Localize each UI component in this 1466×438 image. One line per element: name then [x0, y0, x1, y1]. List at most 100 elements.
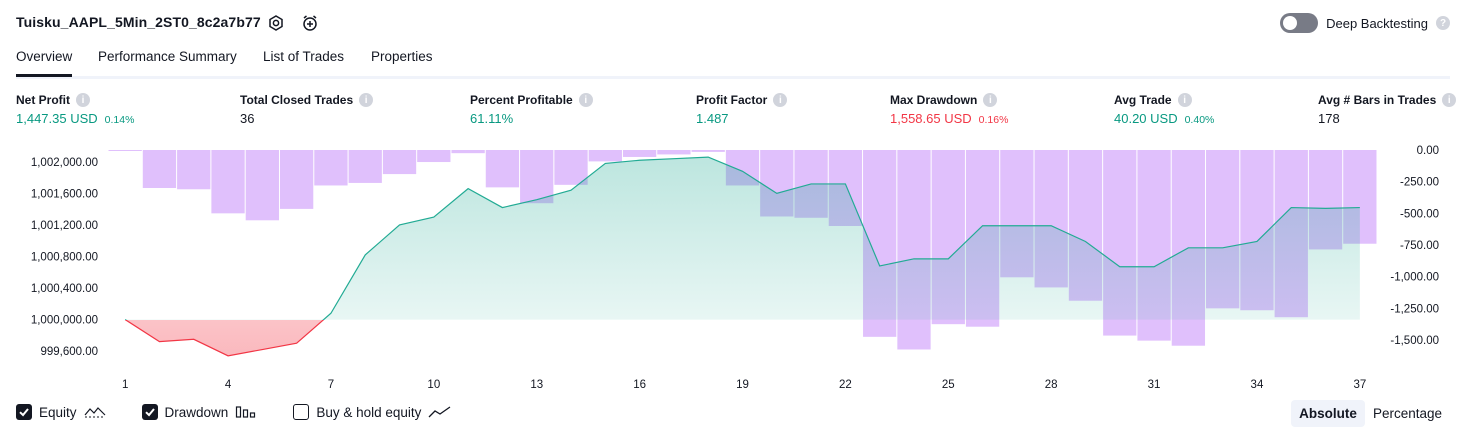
info-icon[interactable]: i	[983, 93, 998, 107]
drawdown-bar	[520, 150, 554, 204]
x-tick-label: 16	[633, 379, 646, 391]
stat-avg-trade: Avg Trade i 40.20 USD 0.40%	[1114, 93, 1214, 126]
stat-label: Avg Trade	[1114, 93, 1172, 107]
drawdown-tick-label: -500.00	[1400, 208, 1439, 220]
x-tick-label: 37	[1353, 379, 1366, 391]
drawdown-bar	[554, 150, 588, 185]
settings-gear-icon[interactable]	[266, 13, 286, 33]
stat-value-row: 178	[1318, 111, 1456, 126]
x-tick-label: 7	[328, 379, 334, 391]
stat-value-row: 36	[240, 111, 373, 126]
equity-tick-label: 1,000,800.00	[31, 251, 98, 263]
equity-tick-label: 999,600.00	[40, 346, 98, 358]
x-tick-label: 34	[1251, 379, 1264, 391]
legend-label: Equity	[39, 404, 77, 420]
stat-avg-bars-in-trades: Avg # Bars in Trades i 178	[1318, 93, 1457, 126]
deep-backtesting-toggle[interactable]	[1280, 13, 1319, 33]
stat-value: 36	[240, 111, 255, 126]
drawdown-bars-icon	[236, 406, 256, 418]
drawdown-tick-label: -250.00	[1400, 177, 1439, 189]
x-tick-label: 25	[942, 379, 955, 391]
drawdown-bar	[314, 150, 348, 186]
info-icon[interactable]: i	[1442, 93, 1457, 107]
alarm-clock-plus-icon	[303, 15, 317, 31]
drawdown-bar	[451, 150, 485, 154]
stat-label: Total Closed Trades	[240, 93, 354, 107]
legend-drawdown[interactable]: Drawdown	[141, 404, 258, 420]
drawdown-tick-label: -1,250.00	[1390, 303, 1439, 315]
stat-value: 1,558.65 USD	[890, 111, 972, 126]
equity-tick-label: 1,000,000.00	[31, 315, 98, 327]
drawdown-bar	[279, 150, 314, 209]
stat-label-row: Percent Profitable i	[470, 93, 593, 107]
drawdown-bar	[348, 150, 382, 183]
drawdown-bar	[588, 150, 622, 162]
equity-drawdown-chart[interactable]: 1,002,000.00 1,001,600.00 1,001,200.00 1,00…	[0, 140, 1466, 396]
stat-label-row: Avg Trade i	[1114, 93, 1214, 107]
drawdown-bar	[211, 150, 245, 214]
tab-list-of-trades[interactable]: List of Trades	[263, 49, 345, 64]
legend-label: Drawdown	[164, 404, 229, 420]
stat-label: Percent Profitable	[470, 93, 573, 107]
checkbox-unchecked-icon[interactable]	[293, 404, 310, 420]
stat-label: Avg # Bars in Trades	[1318, 93, 1437, 107]
equity-area-profit	[125, 157, 1360, 320]
add-alert-icon[interactable]	[300, 13, 320, 33]
stat-percent: 0.40%	[1184, 114, 1215, 126]
stat-value-row: 61.11%	[470, 111, 593, 126]
stat-value: 1,447.35 USD	[16, 111, 98, 126]
equity-tick-label: 1,000,400.00	[31, 283, 98, 295]
equity-axis: 1,002,000.00 1,001,600.00 1,001,200.00 1,00…	[31, 157, 98, 358]
stat-value: 61.11%	[470, 111, 514, 126]
tab-properties[interactable]: Properties	[371, 49, 433, 64]
help-icon[interactable]: ?	[1436, 16, 1450, 30]
tab-performance-summary[interactable]: Performance Summary	[98, 49, 237, 64]
tab-bar: Overview Performance Summary List of Tra…	[16, 40, 1450, 79]
drawdown-bar	[622, 150, 657, 157]
drawdown-bar	[485, 150, 520, 188]
legend-equity[interactable]: Equity	[16, 404, 106, 420]
buy-hold-line-icon	[428, 406, 451, 418]
drawdown-bar	[417, 150, 451, 163]
value-mode-switch: Absolute Percentage	[1291, 400, 1450, 427]
stat-label-row: Profit Factor i	[696, 93, 788, 107]
percentage-button[interactable]: Percentage	[1372, 406, 1442, 421]
info-icon[interactable]: i	[578, 93, 593, 107]
drawdown-bar	[245, 150, 279, 221]
legend-buy-hold[interactable]: Buy & hold equity	[293, 404, 452, 420]
tab-overview[interactable]: Overview	[16, 49, 73, 77]
absolute-button[interactable]: Absolute	[1291, 400, 1365, 427]
equity-tick-label: 1,002,000.00	[31, 157, 98, 169]
equity-tick-label: 1,001,200.00	[31, 220, 98, 232]
stat-net-profit: Net Profit i 1,447.35 USD 0.14%	[16, 93, 134, 126]
stat-label-row: Net Profit i	[16, 93, 134, 107]
info-icon[interactable]: i	[773, 93, 788, 107]
drawdown-bar	[108, 150, 142, 151]
x-tick-label: 1	[122, 379, 128, 391]
equity-line-icon	[84, 407, 105, 418]
stat-label-row: Avg # Bars in Trades i	[1318, 93, 1457, 107]
checkbox-checked-icon[interactable]	[141, 404, 158, 420]
info-icon[interactable]: i	[1177, 93, 1192, 107]
stat-value-row: 1,558.65 USD 0.16%	[890, 111, 1008, 126]
stat-value-row: 40.20 USD 0.40%	[1114, 111, 1214, 126]
legend-label: Buy & hold equity	[316, 404, 422, 420]
gear-icon	[269, 15, 283, 31]
info-icon[interactable]: i	[359, 93, 374, 107]
x-tick-label: 28	[1045, 379, 1058, 391]
stat-label-row: Max Drawdown i	[890, 93, 1008, 107]
stat-total-closed-trades: Total Closed Trades i 36	[240, 93, 374, 126]
drawdown-bar	[177, 150, 211, 190]
deep-backtesting-label: Deep Backtesting	[1326, 15, 1428, 31]
drawdown-tick-label: -750.00	[1400, 240, 1439, 252]
drawdown-tick-label: 0.00	[1417, 145, 1439, 157]
stat-label: Net Profit	[16, 93, 70, 107]
chart-legend: Equity Drawdown Buy & hold equity	[16, 404, 488, 420]
stat-value: 40.20 USD	[1114, 111, 1178, 126]
checkbox-checked-icon[interactable]	[16, 404, 32, 420]
stat-profit-factor: Profit Factor i 1.487	[696, 93, 788, 126]
info-icon[interactable]: i	[76, 93, 90, 107]
drawdown-bar	[657, 150, 691, 155]
drawdown-tick-label: -1,000.00	[1390, 272, 1439, 284]
drawdown-bar	[691, 150, 725, 152]
